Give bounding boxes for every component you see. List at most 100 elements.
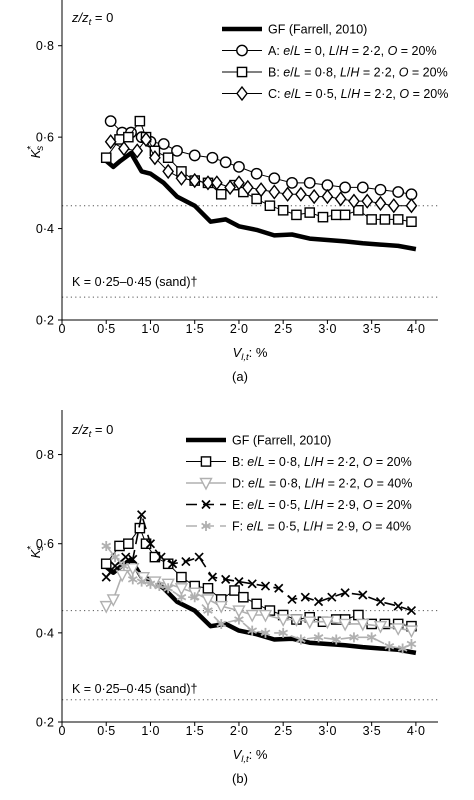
data-point (258, 609, 273, 623)
data-point (233, 160, 245, 173)
data-point (137, 510, 147, 520)
depth-ratio-value: = 0 (91, 422, 113, 437)
legend-label: B: e/L = 0·8, L/H = 2·2, O = 20% (232, 455, 412, 469)
data-point (188, 172, 201, 189)
data-point (330, 209, 342, 221)
data-point (174, 583, 189, 596)
data-point (234, 576, 244, 587)
y-axis-label-sup: * (26, 546, 37, 550)
series-2 (99, 563, 419, 639)
legend-label-part: = 2·2, (359, 66, 398, 80)
data-point (387, 198, 400, 214)
depth-ratio-label: z/zt = 0 (71, 10, 113, 28)
data-point (110, 561, 120, 571)
x-axis-label-var: V (233, 747, 243, 762)
x-tick-label: 0 (59, 724, 66, 738)
data-point (353, 609, 364, 621)
panel-label: (a) (232, 369, 248, 384)
x-tick-label: 3·0 (318, 322, 336, 336)
legend-label-part: B: (232, 455, 247, 469)
legend-label-part: / (254, 455, 258, 469)
legend-label: GF (Farrell, 2010) (268, 23, 367, 37)
x-tick-label: 3·0 (318, 724, 336, 738)
data-point (366, 632, 377, 643)
data-point (101, 572, 111, 582)
legend-label-part: / (291, 87, 295, 101)
legend-label-part: = 20% (372, 455, 411, 469)
data-point (348, 193, 360, 209)
legend-label-part: / (336, 44, 340, 58)
data-point (404, 625, 419, 639)
data-point (361, 193, 374, 209)
data-point (224, 179, 236, 196)
data-point (176, 571, 187, 583)
data-point (321, 179, 334, 192)
data-point (287, 594, 297, 605)
data-point (353, 204, 364, 216)
data-point (121, 552, 131, 562)
data-point (136, 576, 147, 587)
data-point (145, 539, 156, 549)
legend-label-part: L (294, 87, 301, 101)
data-point (406, 216, 417, 228)
legend-label: B: e/L = 0·8, L/H = 2·2, O = 20% (268, 66, 448, 80)
x-axis-label-sub: l,t (241, 754, 249, 765)
data-point (171, 144, 183, 157)
data-point (99, 600, 113, 614)
legend-label-part: / (311, 498, 315, 512)
data-point (313, 632, 324, 643)
data-point (232, 605, 246, 619)
data-point (162, 163, 175, 180)
y-tick-label: 0·6 (36, 131, 54, 145)
y-axis-label-sup: * (26, 146, 37, 150)
data-point (215, 188, 227, 200)
legend-label-part: L (305, 477, 312, 491)
y-tick-label: 0·8 (36, 448, 54, 462)
legend-label-part: = 20% (408, 66, 447, 80)
legend-label-part: = 0·8, (301, 66, 340, 80)
data-point (188, 149, 201, 162)
series-3 (104, 131, 418, 214)
data-point (203, 605, 213, 616)
data-point (149, 150, 161, 166)
data-point (100, 558, 112, 570)
y-axis-label: K*s (26, 146, 46, 159)
data-point (276, 614, 290, 627)
y-axis-label-sub: s (35, 146, 46, 151)
legend-label-part: H (315, 477, 325, 491)
data-point (250, 167, 263, 180)
legend-label-part: C: (268, 87, 284, 101)
legend-marker (236, 44, 248, 57)
data-point (286, 176, 298, 189)
y-axis-label-var: K (28, 148, 43, 158)
data-point (356, 618, 370, 632)
legend-label-part: / (254, 520, 258, 534)
legend-label-part: e (283, 66, 290, 80)
y-tick-label: 0·2 (36, 314, 54, 328)
data-point (334, 191, 347, 207)
data-point (406, 605, 417, 616)
panel-label: (b) (232, 771, 248, 786)
legend-label-part: L (258, 477, 265, 491)
data-point (216, 618, 227, 629)
panel-b: 0 0·5 1·0 1·5 2·0 2·5 3·0 3·5 4·0 0·2 0·4 0·6 0·8 Vl,… (26, 410, 438, 786)
data-point (392, 186, 405, 198)
x-tick-label: 2·0 (230, 322, 248, 336)
legend-label-part: H (339, 44, 349, 58)
sand-range-note: K = 0·25–0·45 (sand)† (72, 682, 197, 696)
data-point (145, 578, 156, 589)
data-point (274, 583, 284, 593)
x-axis-label-var: V (233, 345, 243, 360)
legend-label-part: = 2·2, (348, 44, 387, 58)
data-point (127, 574, 138, 585)
data-point (268, 172, 281, 185)
y-tick-label: 0·4 (36, 222, 54, 236)
data-point (303, 616, 317, 630)
data-point (308, 188, 321, 205)
series-line (105, 545, 412, 650)
legend-label-part: = 20% (409, 87, 448, 101)
legend-label-part: e (283, 44, 290, 58)
x-tick-label: 0 (59, 322, 66, 336)
data-point (339, 209, 351, 221)
data-point (245, 609, 259, 623)
